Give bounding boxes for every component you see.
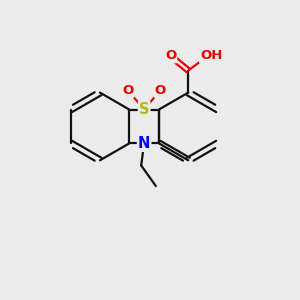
Text: O: O <box>122 84 134 97</box>
Text: N: N <box>138 136 150 151</box>
Text: O: O <box>165 49 176 62</box>
Text: O: O <box>155 84 166 97</box>
Text: S: S <box>139 102 149 117</box>
Text: OH: OH <box>200 49 222 62</box>
